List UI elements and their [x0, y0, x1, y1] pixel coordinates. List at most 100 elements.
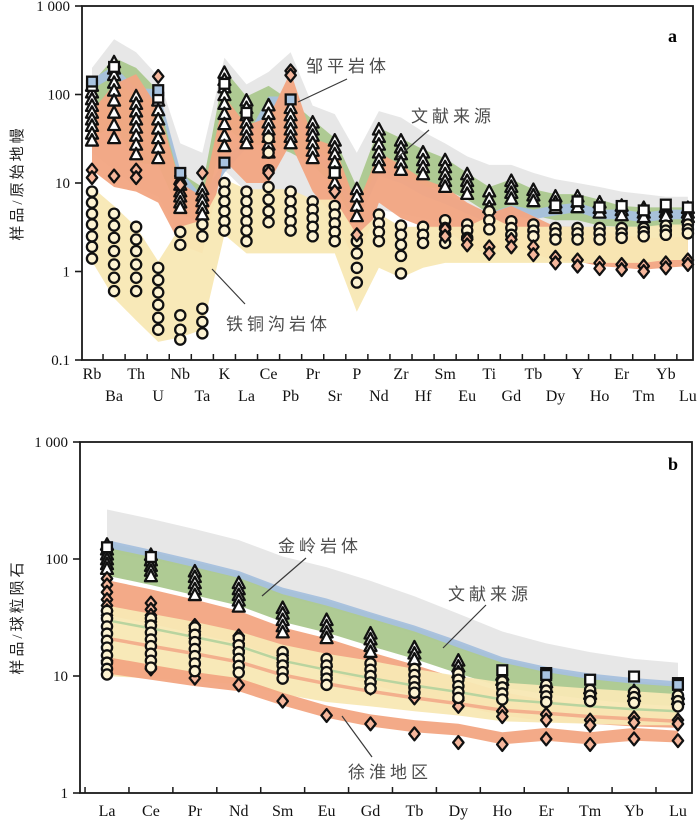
x-category-label: Er	[539, 803, 555, 820]
annotation-text: 铁铜沟岩体	[226, 315, 331, 334]
data-point-circle	[571, 233, 584, 246]
data-point-triangle	[319, 630, 334, 645]
data-point-diamond	[350, 227, 364, 243]
annotation-jinling-label: 金岭岩体	[261, 537, 358, 597]
data-point-square	[496, 664, 509, 677]
data-point-circle	[350, 261, 364, 275]
x-category-label: Dy	[546, 388, 566, 405]
annotation-leader-line	[261, 557, 307, 597]
data-point-circle	[85, 196, 99, 209]
series-square-samples-blue	[540, 668, 685, 691]
annotation-xuhuai-label: 徐淮地区	[341, 715, 428, 782]
data-point-triangle	[415, 166, 431, 181]
annotation-leader-line	[211, 268, 246, 305]
data-point-triangle	[239, 135, 254, 150]
x-category-label: Yb	[624, 803, 644, 820]
band-xuhuai-lower-field	[107, 657, 678, 745]
data-point-square	[108, 60, 121, 73]
data-point-circle	[583, 694, 597, 708]
data-point-diamond	[539, 712, 553, 728]
data-point-diamond	[460, 237, 474, 253]
series-diamond-samples	[85, 63, 695, 280]
data-point-diamond	[328, 184, 342, 200]
band-yellow-field	[107, 605, 678, 726]
data-point-circle	[240, 224, 253, 237]
data-point-triangle	[349, 208, 364, 223]
data-point-triangle	[283, 135, 298, 150]
data-point-circle	[129, 244, 143, 258]
x-category-label: Sm	[272, 803, 294, 820]
data-point-diamond	[615, 262, 629, 278]
x-category-label: Sm	[434, 366, 456, 383]
data-point-circle	[240, 195, 253, 208]
data-point-circle	[284, 195, 297, 208]
data-point-diamond	[527, 247, 540, 263]
data-point-circle	[659, 228, 673, 242]
data-point-triangle	[151, 150, 166, 165]
data-point-triangle	[173, 200, 188, 215]
data-point-circle	[232, 666, 246, 679]
annotation-leader-line	[297, 78, 348, 103]
x-axis-b: La Ce Pr Nd Sm Eu Gd Tb Dy Ho Er Tm Yb Lu	[84, 787, 687, 820]
data-point-triangle	[437, 179, 453, 193]
data-point-circle	[328, 234, 342, 248]
data-point-circle	[85, 207, 99, 220]
y-axis-a: 1 000 100 10 1 0.1	[36, 0, 82, 369]
data-point-triangle	[614, 207, 629, 222]
data-point-triangle	[217, 138, 232, 153]
data-point-circle	[593, 233, 606, 246]
x-category-label: Ta	[194, 388, 210, 405]
annotation-literature-label-b: 文献来源	[442, 585, 532, 649]
data-point-square	[627, 670, 641, 683]
data-point-circle	[107, 271, 121, 284]
y-tick-label: 0.1	[51, 353, 70, 369]
data-point-square	[218, 156, 231, 169]
x-category-label: Zr	[393, 366, 409, 383]
x-category-label: U	[152, 388, 164, 405]
data-point-circle	[394, 238, 408, 252]
data-point-circle	[372, 234, 386, 248]
data-point-circle	[151, 311, 165, 325]
data-point-circle	[549, 233, 562, 246]
annotation-text: 文献来源	[448, 585, 532, 604]
data-point-circle	[151, 298, 165, 312]
y-tick-label: 1	[63, 265, 71, 281]
x-category-label: Tm	[633, 388, 656, 405]
data-point-triangle	[128, 146, 144, 161]
x-category-label: Lu	[669, 803, 687, 820]
data-point-diamond	[408, 726, 421, 742]
x-category-label: Pb	[282, 388, 299, 405]
data-point-triangle	[363, 644, 378, 659]
data-point-circle	[174, 323, 187, 336]
data-point-diamond	[276, 693, 290, 709]
data-point-triangle	[143, 568, 159, 583]
x-category-label: Rb	[83, 366, 102, 383]
data-point-diamond	[495, 736, 509, 752]
data-point-circle	[350, 276, 364, 289]
x-category-label: Hf	[415, 388, 433, 405]
data-point-diamond	[151, 68, 165, 84]
y-tick-label: 10	[55, 176, 70, 192]
green-streak	[106, 618, 679, 713]
y-tick-label: 100	[46, 552, 69, 568]
data-point-circle	[364, 682, 377, 695]
data-point-circle	[350, 247, 364, 260]
data-point-circle	[671, 700, 685, 713]
data-point-circle	[196, 218, 209, 231]
data-point-triangle	[504, 191, 519, 205]
x-category-label: Tb	[525, 366, 543, 383]
data-point-circle	[416, 236, 430, 250]
band-green-field	[92, 57, 688, 227]
data-point-square	[100, 541, 114, 554]
data-point-diamond	[320, 707, 333, 724]
data-point-diamond	[85, 170, 99, 186]
data-point-circle	[262, 180, 275, 194]
data-point-diamond	[549, 255, 562, 271]
data-point-circle	[85, 185, 99, 198]
band-literature-field	[107, 509, 678, 688]
y-tick-label: 1 000	[34, 435, 68, 451]
data-point-circle	[262, 146, 275, 159]
data-point-triangle	[460, 186, 475, 201]
data-point-circle	[129, 258, 143, 271]
